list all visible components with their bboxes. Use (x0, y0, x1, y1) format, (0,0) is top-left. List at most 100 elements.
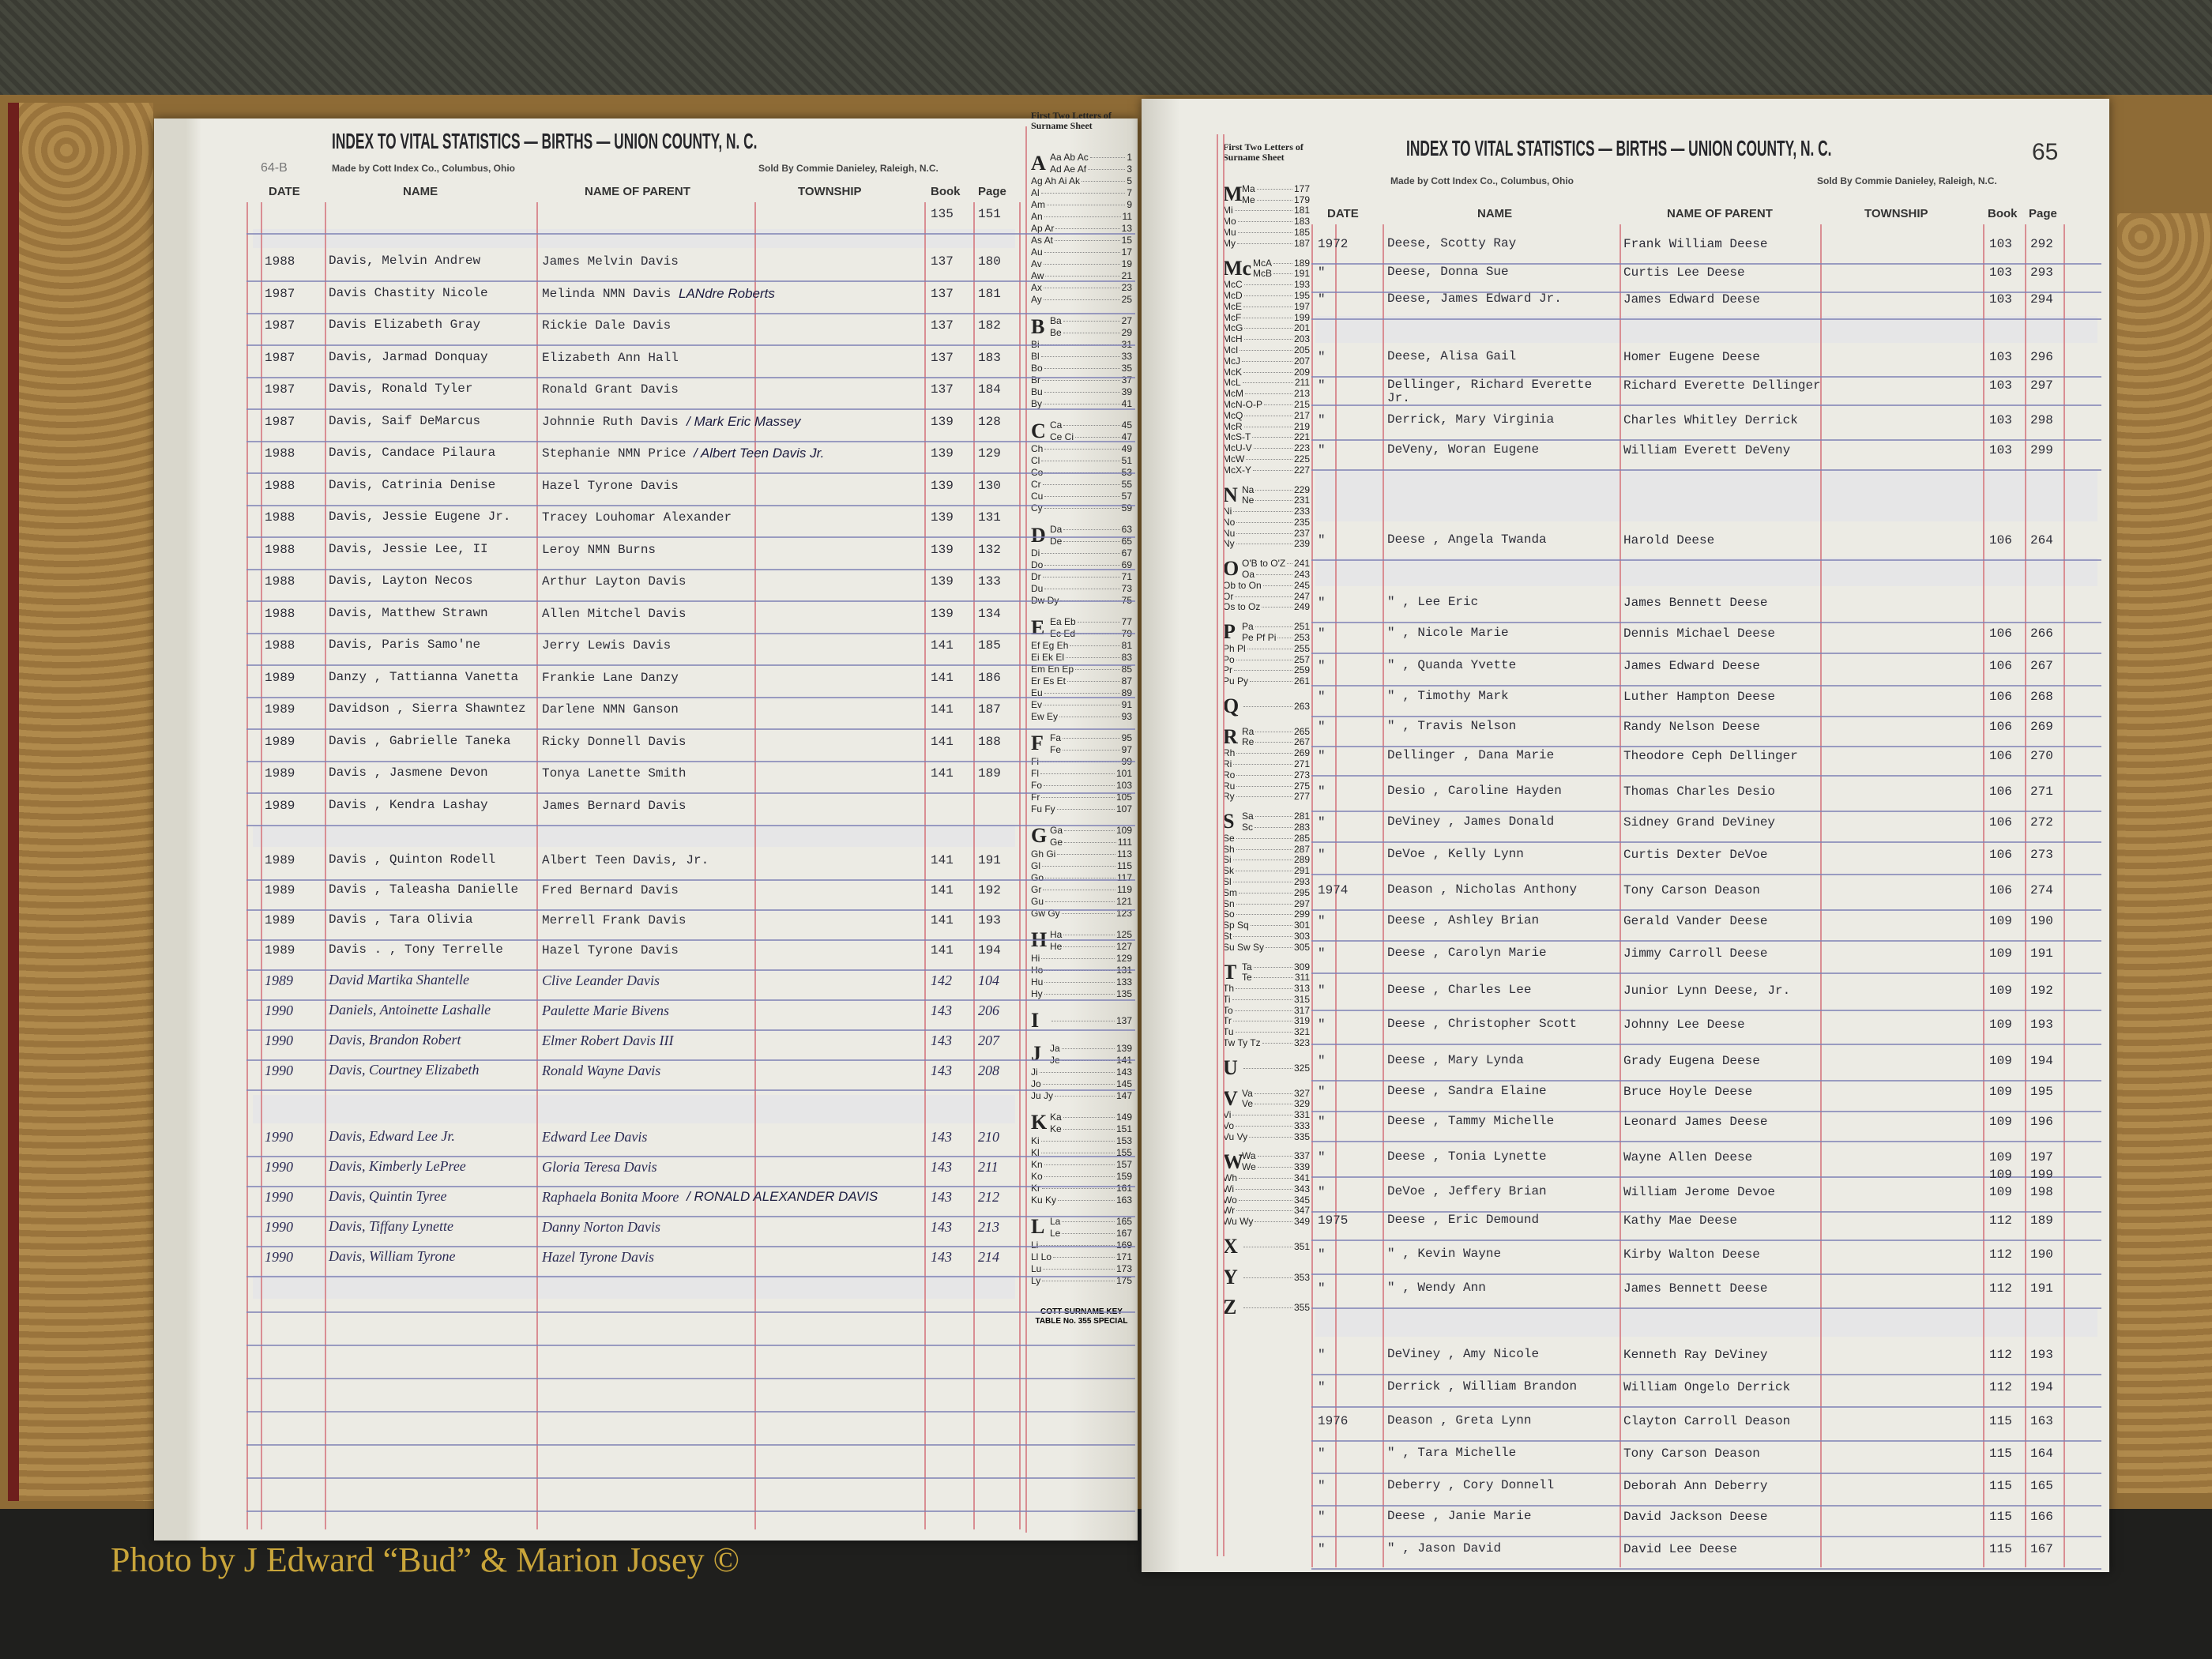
key-entry-n: Ne 231 (1223, 495, 1310, 506)
right-row-surname: Deason (1387, 1413, 1433, 1428)
key-sheet-number: 9 (1127, 199, 1132, 211)
key-leader-dots (1237, 243, 1292, 244)
key-leader-dots (1243, 1307, 1292, 1309)
right-row-parent: Kenneth Ray DeViney (1623, 1348, 1768, 1362)
row-rule (1311, 1440, 2101, 1442)
left-row-parent: Danny Norton Davis (542, 1219, 660, 1235)
right-row-surname: Derrick (1387, 1379, 1441, 1394)
right-row-parent: Curtis Lee Deese (1623, 265, 1745, 280)
key-letter: D (1031, 523, 1046, 547)
key-entry-p: Ph Pl 255 (1223, 643, 1310, 654)
right-row-name: Deese , Angela Twanda (1387, 533, 1618, 547)
left-row-date: 1989 (265, 943, 295, 957)
key-code: He (1050, 940, 1063, 952)
right-row-book: 109 (1989, 1018, 2012, 1032)
key-leader-dots (1044, 993, 1115, 995)
key-code: Lu (1031, 1262, 1042, 1274)
left-row-surname: Davis, (329, 1158, 366, 1174)
row-rule (1311, 1176, 2101, 1178)
right-row-book: 115 (1989, 1542, 2012, 1556)
row-rule (246, 280, 1135, 282)
key-code: Di (1031, 547, 1040, 559)
key-sheet-number: 147 (1115, 1089, 1132, 1101)
right-row-parent: Grady Eugena Deese (1623, 1054, 1760, 1068)
right-row-given: , Kevin Wayne (1402, 1247, 1502, 1261)
row-rule (1311, 1010, 2101, 1011)
key-entry-f: Fr 105 (1031, 791, 1132, 803)
right-row-date: " (1318, 350, 1326, 364)
right-row-book: 103 (1989, 413, 2012, 427)
key-entry-j: Ju Jy 147 (1031, 1089, 1132, 1101)
right-row-page: 190 (2030, 1247, 2053, 1262)
key-entry-s: So 299 (1223, 908, 1310, 920)
row-rule (1311, 1307, 2101, 1309)
left-row-surname: Davis, (329, 541, 374, 556)
right-extra-page: 199 (2030, 1168, 2053, 1182)
key-sheet-number: 187 (1293, 237, 1310, 249)
key-leader-dots (1254, 1093, 1292, 1094)
right-row-given: , Sandra Elaine (1432, 1084, 1547, 1098)
column-rule (1335, 224, 1337, 1567)
left-row-parent: Allen Mitchel Davis (542, 606, 687, 621)
key-leader-dots (1055, 239, 1120, 242)
key-leader-dots (1044, 784, 1115, 786)
row-rule (1311, 469, 2101, 471)
right-row-page: 193 (2030, 1348, 2053, 1362)
key-leader-dots (1232, 1114, 1292, 1116)
key-sheet-number: 231 (1293, 495, 1310, 506)
key-leader-dots (1273, 273, 1292, 275)
left-surname-key: First Two Letters of Surname Sheet A Aa A… (1031, 111, 1132, 1296)
key-entry-mc: McX-Y 227 (1223, 465, 1310, 476)
key-leader-dots (1253, 469, 1292, 471)
key-code: My (1223, 237, 1236, 249)
right-row-date: " (1318, 1446, 1326, 1461)
row-rule (1311, 439, 2101, 441)
key-entry-v: Vi 331 (1223, 1109, 1310, 1120)
key-leader-dots (1077, 633, 1120, 635)
right-row-page: 165 (2030, 1479, 2053, 1493)
right-row-date: " (1318, 659, 1326, 673)
right-row-surname: Deese (1387, 532, 1426, 547)
key-entry-x: 351 (1223, 1236, 1310, 1258)
left-row-date: 1988 (265, 254, 295, 269)
key-leader-dots (1063, 1116, 1115, 1118)
row-rule (1311, 376, 2101, 378)
left-row-surname: Danzy (329, 669, 367, 684)
right-row-parent: Theodore Ceph Dellinger (1623, 749, 1798, 763)
key-leader-dots (1236, 1188, 1292, 1190)
key-sheet-number: 173 (1115, 1262, 1132, 1274)
right-row-surname: Deese (1387, 1017, 1426, 1031)
key-sheet-number: 225 (1293, 453, 1310, 465)
right-row-date: " (1318, 914, 1326, 928)
row-rule (1311, 263, 2101, 265)
right-row-date: " (1318, 848, 1326, 862)
key-sheet-number: 47 (1121, 431, 1132, 443)
key-entry-r: Ry 277 (1223, 792, 1310, 803)
right-row-surname: Deese, (1387, 265, 1433, 279)
row-rule (246, 472, 1135, 474)
key-letter: U (1223, 1055, 1238, 1079)
right-row-name: Deese , Eric Demound (1387, 1213, 1618, 1227)
key-leader-dots (1045, 877, 1115, 878)
key-sheet-number: 203 (1293, 333, 1310, 345)
right-row-given: James Edward Jr. (1440, 292, 1562, 306)
left-row-surname: Daniels, (329, 1002, 377, 1018)
right-row-page: 294 (2030, 292, 2053, 307)
key-code: Ea Eb (1050, 616, 1076, 628)
key-letter: W (1223, 1149, 1243, 1173)
row-rule (246, 824, 1135, 826)
key-code: Er Es Et (1031, 675, 1066, 687)
row-rule (246, 1276, 1135, 1277)
right-row-date: " (1318, 596, 1326, 610)
right-key-header: First Two Letters of Surname Sheet (1223, 142, 1310, 163)
blank-row-rule (246, 1345, 1135, 1346)
right-row-given: , Kelly Lynn (1432, 847, 1524, 861)
key-entry-f: Fu Fy 107 (1031, 803, 1132, 814)
right-row-given: , Caroline Hayden (1432, 784, 1562, 798)
key-sheet-number: 339 (1293, 1161, 1310, 1173)
right-row-name: " , Kevin Wayne (1387, 1247, 1618, 1261)
key-code: De (1050, 536, 1063, 547)
right-row-parent: Tony Carson Deason (1623, 883, 1760, 897)
key-sheet-number: 353 (1293, 1271, 1310, 1283)
key-entry-s: Sp Sq 301 (1223, 920, 1310, 931)
